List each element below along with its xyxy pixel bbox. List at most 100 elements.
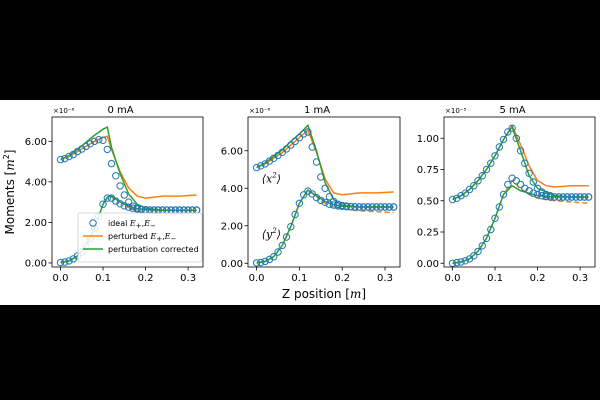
x-tick-label: 0.1 (487, 273, 503, 284)
annotation-0: ⟨x2⟩ (262, 172, 281, 186)
legend-text-part: perturbed (108, 232, 150, 241)
axes-frame (247, 116, 401, 268)
y-tick-label: 4.00 (221, 184, 243, 195)
data-point-ideal_y (342, 202, 351, 211)
legend-text-part: − (150, 222, 156, 230)
data-point-ideal_y (495, 203, 503, 211)
axis-multiplier: ×10⁻⁵ (445, 107, 466, 115)
legend-text-part: ideal (108, 219, 130, 228)
data-point-ideal_y (103, 194, 112, 202)
data-point-ideal_x (120, 191, 129, 199)
data-point-ideal_y (525, 187, 533, 195)
chart-title: 0 mA (107, 105, 133, 116)
data-point-ideal_x (116, 182, 124, 190)
legend-text-part: − (171, 235, 177, 243)
data-point-ideal_y (274, 248, 282, 256)
y-axis-label-part: 2 (2, 154, 11, 159)
axis-multiplier: ×10⁻⁶ (249, 107, 270, 115)
data-point-ideal_y (470, 252, 478, 260)
data-point-ideal_y (372, 203, 381, 211)
data-point-ideal_y (359, 203, 368, 211)
data-point-ideal_x (317, 173, 325, 181)
y-tick-label: 4.00 (25, 177, 47, 188)
data-point-ideal_x (65, 152, 73, 161)
data-point-ideal_y (61, 258, 69, 266)
data-point-ideal_y (129, 204, 137, 212)
chart-panel-0: 0.0 0.1 0.2 0.3 0.00 2.00 4.00 6.00 ×10⁻⁶ 0 mA (25, 105, 204, 284)
legend-box (77, 212, 203, 263)
data-point-ideal_x (252, 163, 261, 172)
data-point-ideal_x (325, 193, 334, 201)
data-point-ideal_x (482, 165, 491, 174)
data-point-ideal_y (99, 200, 107, 208)
data-point-ideal_x (487, 159, 495, 167)
data-point-ideal_y (329, 201, 338, 209)
data-point-ideal_y (478, 242, 486, 250)
plot-area (448, 124, 593, 267)
data-point-ideal_y (381, 203, 389, 211)
legend-text-part: E (129, 219, 136, 228)
chart-svg: 0.0 0.1 0.2 0.30.002.004.006.00×10⁻⁶ 0 mA0.0… (2, 105, 596, 301)
data-point-ideal_y (291, 210, 299, 219)
annotation-exp: 2 (271, 227, 277, 235)
data-point-ideal_x (112, 172, 120, 180)
axes-frame (51, 116, 204, 268)
legend: ideal E+,E−perturbed E+,E−perturbation c… (77, 212, 203, 263)
data-point-ideal_y (321, 198, 329, 207)
y-axis-label-part: m (3, 159, 17, 170)
x-tick-label: 0.0 (53, 273, 69, 284)
data-point-ideal_y (368, 203, 376, 211)
data-point-ideal_y (325, 200, 334, 208)
data-point-ideal_x (304, 128, 312, 136)
data-point-ideal_y (338, 202, 346, 211)
data-point-ideal_y (546, 193, 554, 201)
data-point-ideal_x (124, 198, 133, 206)
annotation-1: ⟨y2⟩ (262, 227, 281, 241)
data-point-ideal_x (90, 137, 99, 145)
data-point-ideal_x (107, 159, 116, 168)
data-point-ideal_x (491, 152, 499, 160)
data-point-ideal_x (499, 135, 508, 144)
y-tick-label: 2.00 (25, 218, 47, 229)
data-point-ideal_x (521, 159, 529, 167)
legend-text-part: + (136, 222, 142, 230)
data-point-ideal_y (377, 203, 385, 211)
data-point-ideal_x (257, 162, 265, 170)
data-point-ideal_y (512, 177, 520, 185)
data-point-ideal_x (461, 189, 469, 197)
x-tick-label: 0.0 (445, 273, 461, 284)
data-point-ideal_x (448, 195, 457, 204)
series-line-perturbed_y (452, 179, 589, 265)
data-point-ideal_x (470, 182, 478, 190)
x-tick-label: 0.3 (180, 273, 196, 284)
data-point-ideal_y (334, 202, 342, 210)
annotation-exp: 2 (271, 172, 277, 180)
chart-title: 1 mA (304, 105, 330, 116)
data-point-ideal_x (56, 155, 65, 164)
data-point-ideal_y (453, 258, 461, 267)
data-point-ideal_y (542, 192, 550, 201)
chart-title: 5 mA (499, 105, 525, 116)
y-tick-label: 6.00 (221, 146, 243, 157)
data-point-ideal_y (287, 223, 295, 231)
data-point-ideal_y (257, 258, 265, 267)
data-point-ideal_x (282, 145, 291, 153)
data-point-ideal_y (270, 253, 278, 261)
legend-text-part: E (164, 232, 171, 241)
data-point-ideal_y (491, 214, 499, 223)
data-point-ideal_y (317, 196, 325, 205)
data-point-ideal_y (550, 193, 559, 201)
legend-text-part: + (156, 235, 162, 243)
data-point-ideal_x (508, 124, 516, 132)
data-point-ideal_x (542, 190, 550, 199)
data-point-ideal_x (312, 158, 321, 166)
data-point-ideal_x (512, 134, 520, 142)
data-point-ideal_y (308, 190, 316, 198)
x-tick-label: 0.1 (291, 273, 307, 284)
data-point-ideal_y (504, 180, 512, 189)
data-point-ideal_y (559, 193, 567, 201)
data-point-ideal_x (86, 140, 95, 148)
data-point-ideal_x (73, 147, 82, 156)
data-point-ideal_x (474, 177, 482, 185)
data-point-ideal_x (99, 136, 107, 144)
